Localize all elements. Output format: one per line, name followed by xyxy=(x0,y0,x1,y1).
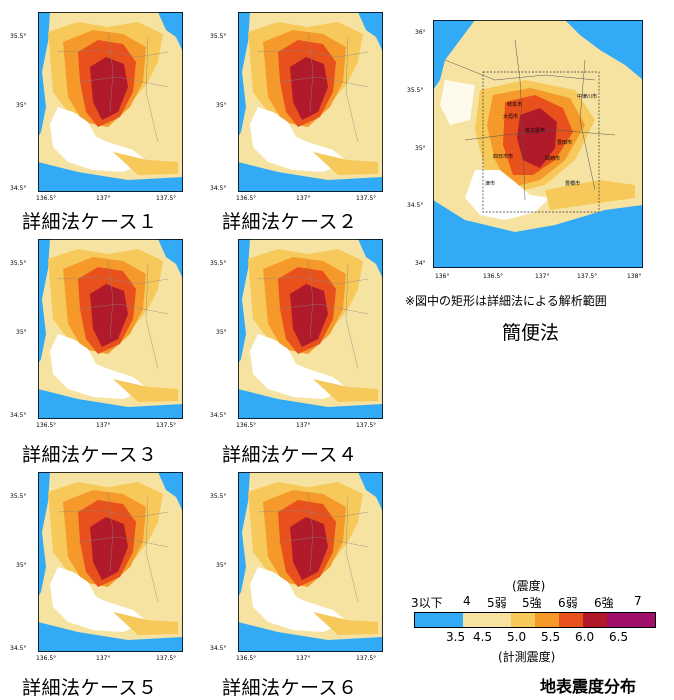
legend-value-3: 5.5 xyxy=(541,630,561,644)
legend-class-3: 5強 xyxy=(522,596,542,610)
svg-text:136°: 136° xyxy=(435,273,449,280)
legend-swatch-4 xyxy=(559,613,583,627)
svg-text:34.5°: 34.5° xyxy=(10,185,26,192)
legend-swatch-2 xyxy=(511,613,535,627)
case-caption-6: 詳細法ケース６ xyxy=(222,677,358,699)
legend-value-2: 5.0 xyxy=(507,630,527,644)
case-map-2: 35.5° 35° 34.5° 136.5° 137° 137.5° xyxy=(208,8,388,208)
case-map-6: 35.5° 35° 34.5° 136.5° 137° 137.5° xyxy=(208,468,388,668)
svg-text:136.5°: 136.5° xyxy=(483,273,503,280)
case-map-1: 35.5° 35° 34.5° 136.5° 137° 137.5° xyxy=(8,8,188,208)
case-map-4: 35.5° 35° 34.5° 136.5° 137° 137.5° xyxy=(208,235,388,435)
svg-text:136.5°: 136.5° xyxy=(36,422,56,429)
svg-text:34.5°: 34.5° xyxy=(10,645,26,652)
svg-text:35°: 35° xyxy=(216,329,227,336)
city-tsu: 津市 xyxy=(485,180,495,187)
svg-text:34.5°: 34.5° xyxy=(210,645,226,652)
analysis-range-note: ※図中の矩形は詳細法による解析範囲 xyxy=(405,294,607,308)
svg-text:35.5°: 35.5° xyxy=(407,87,423,94)
legend-title: 地表震度分布 xyxy=(540,677,637,696)
svg-text:35°: 35° xyxy=(16,102,27,109)
legend-class-0: 3以下 xyxy=(411,596,443,610)
svg-text:137.5°: 137.5° xyxy=(156,195,176,202)
city-gifu: 岐阜市 xyxy=(507,101,522,108)
city-ogaki: 大垣市 xyxy=(503,113,518,120)
legend-swatch-3 xyxy=(535,613,559,627)
svg-text:35.5°: 35.5° xyxy=(10,493,26,500)
svg-text:137.5°: 137.5° xyxy=(156,422,176,429)
legend-value-4: 6.0 xyxy=(575,630,595,644)
svg-text:35°: 35° xyxy=(216,562,227,569)
legend-swatch-6 xyxy=(607,613,655,627)
svg-text:34°: 34° xyxy=(415,260,426,267)
city-toyohashi: 豊橋市 xyxy=(565,180,580,187)
svg-text:138°: 138° xyxy=(627,273,641,280)
case-map-5: 35.5° 35° 34.5° 136.5° 137° 137.5° xyxy=(8,468,188,668)
legend-class-1: 4 xyxy=(463,594,471,608)
svg-text:137°: 137° xyxy=(96,422,110,429)
city-yokkaichi: 四日市市 xyxy=(493,153,513,160)
legend-class-4: 6弱 xyxy=(558,596,578,610)
svg-text:137.5°: 137.5° xyxy=(577,273,597,280)
svg-text:35.5°: 35.5° xyxy=(210,260,226,267)
svg-text:34.5°: 34.5° xyxy=(407,202,423,209)
svg-text:136.5°: 136.5° xyxy=(236,655,256,662)
svg-text:137°: 137° xyxy=(296,195,310,202)
case-caption-3: 詳細法ケース３ xyxy=(22,444,158,466)
case-caption-4: 詳細法ケース４ xyxy=(222,444,358,466)
svg-text:137°: 137° xyxy=(96,655,110,662)
city-okazaki: 岡崎市 xyxy=(545,155,560,162)
legend-value-5: 6.5 xyxy=(609,630,629,644)
case-caption-5: 詳細法ケース５ xyxy=(22,677,158,699)
svg-text:137°: 137° xyxy=(296,655,310,662)
legend-swatch-1 xyxy=(463,613,511,627)
svg-text:136.5°: 136.5° xyxy=(36,195,56,202)
svg-text:35°: 35° xyxy=(415,145,426,152)
svg-text:137°: 137° xyxy=(296,422,310,429)
svg-text:35°: 35° xyxy=(16,562,27,569)
svg-text:35.5°: 35.5° xyxy=(210,33,226,40)
city-toyota: 豊田市 xyxy=(557,139,572,146)
legend-class-2: 5弱 xyxy=(487,596,507,610)
legend-value-0: 3.5 xyxy=(446,630,466,644)
svg-text:34.5°: 34.5° xyxy=(10,412,26,419)
svg-text:137°: 137° xyxy=(96,195,110,202)
legend-swatch-5 xyxy=(583,613,607,627)
svg-text:35.5°: 35.5° xyxy=(10,260,26,267)
svg-text:34.5°: 34.5° xyxy=(210,412,226,419)
svg-text:137.5°: 137.5° xyxy=(356,195,376,202)
svg-text:137.5°: 137.5° xyxy=(356,655,376,662)
legend-value-1: 4.5 xyxy=(473,630,493,644)
svg-text:34.5°: 34.5° xyxy=(210,185,226,192)
svg-text:36°: 36° xyxy=(415,29,426,36)
case-caption-1: 詳細法ケース１ xyxy=(22,211,158,233)
svg-text:137°: 137° xyxy=(535,273,549,280)
svg-text:137.5°: 137.5° xyxy=(356,422,376,429)
svg-text:35°: 35° xyxy=(216,102,227,109)
overview-map: 岐阜市 中津川市 名古屋市 豊田市 四日市市 岡崎市 豊橋市 津市 大垣市 36… xyxy=(405,20,645,290)
legend-class-6: 7 xyxy=(634,594,642,608)
legend-swatch-0 xyxy=(415,613,463,627)
legend-bottom-label: (計測震度) xyxy=(498,650,556,664)
svg-text:136.5°: 136.5° xyxy=(236,195,256,202)
svg-text:35.5°: 35.5° xyxy=(210,493,226,500)
city-nagoya: 名古屋市 xyxy=(525,127,545,134)
legend-color-bar xyxy=(414,612,656,628)
case-map-3: 35.5° 35° 34.5° 136.5° 137° 137.5° xyxy=(8,235,188,435)
case-caption-2: 詳細法ケース２ xyxy=(222,211,358,233)
legend-class-5: 6強 xyxy=(594,596,614,610)
svg-text:136.5°: 136.5° xyxy=(236,422,256,429)
simple-method-caption: 簡便法 xyxy=(502,322,560,344)
city-nakatsugawa: 中津川市 xyxy=(577,93,597,100)
svg-text:136.5°: 136.5° xyxy=(36,655,56,662)
svg-text:35.5°: 35.5° xyxy=(10,33,26,40)
svg-text:137.5°: 137.5° xyxy=(156,655,176,662)
legend-top-label: (震度) xyxy=(512,579,546,593)
svg-text:35°: 35° xyxy=(16,329,27,336)
